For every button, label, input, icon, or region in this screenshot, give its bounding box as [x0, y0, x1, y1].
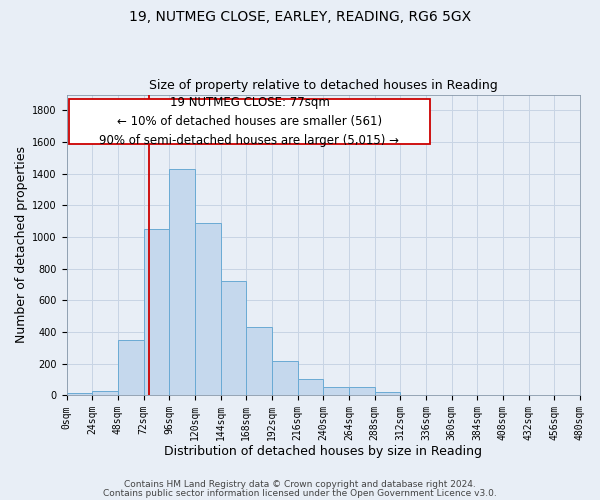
- Text: Contains public sector information licensed under the Open Government Licence v3: Contains public sector information licen…: [103, 489, 497, 498]
- Bar: [118, 340, 143, 396]
- Bar: [195, 223, 221, 396]
- Text: 19 NUTMEG CLOSE: 77sqm
← 10% of detached houses are smaller (561)
90% of semi-de: 19 NUTMEG CLOSE: 77sqm ← 10% of detached…: [100, 96, 400, 147]
- Bar: [169, 169, 195, 396]
- Bar: [298, 378, 323, 396]
- Bar: [143, 229, 169, 396]
- FancyBboxPatch shape: [68, 100, 430, 144]
- Bar: [272, 360, 298, 396]
- Bar: [92, 390, 118, 396]
- Bar: [67, 393, 92, 396]
- Text: Contains HM Land Registry data © Crown copyright and database right 2024.: Contains HM Land Registry data © Crown c…: [124, 480, 476, 489]
- X-axis label: Distribution of detached houses by size in Reading: Distribution of detached houses by size …: [164, 444, 482, 458]
- Y-axis label: Number of detached properties: Number of detached properties: [15, 146, 28, 344]
- Text: 19, NUTMEG CLOSE, EARLEY, READING, RG6 5GX: 19, NUTMEG CLOSE, EARLEY, READING, RG6 5…: [129, 10, 471, 24]
- Bar: [374, 392, 400, 396]
- Bar: [323, 386, 349, 396]
- Bar: [246, 328, 272, 396]
- Bar: [221, 282, 246, 396]
- Bar: [400, 394, 426, 396]
- Bar: [349, 388, 374, 396]
- Title: Size of property relative to detached houses in Reading: Size of property relative to detached ho…: [149, 79, 497, 92]
